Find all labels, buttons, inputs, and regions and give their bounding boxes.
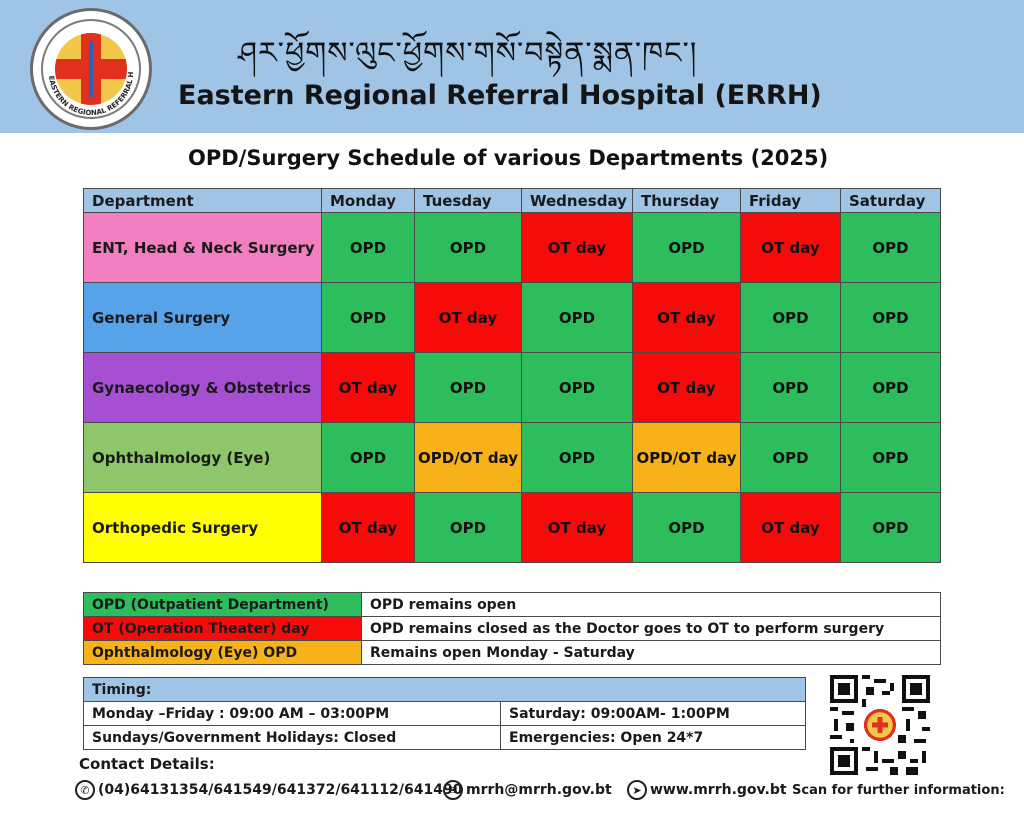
schedule-body: ENT, Head & Neck Surgery OPD OPD OT day OPD O… xyxy=(83,212,941,563)
schedule-table: Department Monday Tuesday Wednesday Thur… xyxy=(83,188,941,563)
schedule-cell: OPD xyxy=(632,492,741,563)
hospital-logo: EASTERN REGIONAL REFERRAL HOSPITAL xyxy=(30,8,152,130)
schedule-cell: OT day xyxy=(740,492,841,563)
contact-email[interactable]: ✉ mrrh@mrrh.gov.bt xyxy=(443,780,612,800)
timing-header: Timing: xyxy=(83,677,806,702)
schedule-cell: OPD xyxy=(414,492,522,563)
schedule-cell: OPD xyxy=(521,282,633,353)
schedule-row: ENT, Head & Neck Surgery OPD OPD OT day OPD O… xyxy=(83,212,941,283)
department-name: Ophthalmology (Eye) xyxy=(83,422,322,493)
contact-website[interactable]: ➤ www.mrrh.gov.bt xyxy=(627,780,787,800)
tibetan-title: ཤར་ཕྱོགས་ལུང་ཕྱོགས་གསོ་བསྟེན་སྨན་ཁང་། xyxy=(238,36,698,71)
schedule-cell: OPD xyxy=(840,282,941,353)
col-saturday: Saturday xyxy=(840,188,941,213)
email-address[interactable]: mrrh@mrrh.gov.bt xyxy=(466,782,612,798)
col-monday: Monday xyxy=(321,188,415,213)
logo-arc-text: EASTERN REGIONAL REFERRAL HOSPITAL xyxy=(33,11,135,117)
schedule-cell: OT day xyxy=(321,492,415,563)
scan-caption: Scan for further information: xyxy=(792,783,1005,798)
col-department: Department xyxy=(83,188,322,213)
legend-row: OPD (Outpatient Department) OPD remains o… xyxy=(83,592,941,617)
contact-title: Contact Details: xyxy=(79,755,215,773)
department-name: Gynaecology & Obstetrics xyxy=(83,352,322,423)
legend-description: OPD remains closed as the Doctor goes to… xyxy=(361,616,941,641)
legend-description: Remains open Monday - Saturday xyxy=(361,640,941,665)
legend-key: OPD (Outpatient Department) xyxy=(83,592,362,617)
timing-saturday: Saturday: 09:00AM- 1:00PM xyxy=(500,701,806,726)
legend-row: OT (Operation Theater) day OPD remains cl… xyxy=(83,616,941,641)
schedule-title: OPD/Surgery Schedule of various Departme… xyxy=(188,146,829,170)
phone-icon: ✆ xyxy=(75,780,95,800)
schedule-cell: OPD/OT day xyxy=(414,422,522,493)
legend-description: OPD remains open xyxy=(361,592,941,617)
schedule-cell: OT day xyxy=(521,212,633,283)
schedule-cell: OPD xyxy=(521,352,633,423)
schedule-cell: OPD xyxy=(840,492,941,563)
col-thursday: Thursday xyxy=(632,188,741,213)
schedule-cell: OT day xyxy=(414,282,522,353)
department-name: Orthopedic Surgery xyxy=(83,492,322,563)
schedule-cell: OT day xyxy=(740,212,841,283)
legend-key: Ophthalmology (Eye) OPD xyxy=(83,640,362,665)
schedule-cell: OPD xyxy=(414,212,522,283)
timing-closed: Sundays/Government Holidays: Closed xyxy=(83,725,501,750)
schedule-cell: OT day xyxy=(632,352,741,423)
schedule-cell: OPD xyxy=(414,352,522,423)
schedule-cell: OPD xyxy=(521,422,633,493)
col-tuesday: Tuesday xyxy=(414,188,522,213)
schedule-row: Orthopedic Surgery OT day OPD OT day OPD OT d… xyxy=(83,492,941,563)
website-link[interactable]: www.mrrh.gov.bt xyxy=(650,782,787,798)
schedule-header-row: Department Monday Tuesday Wednesday Thur… xyxy=(83,188,941,213)
qr-code xyxy=(830,675,930,775)
caduceus-icon xyxy=(89,41,93,97)
schedule-cell: OT day xyxy=(321,352,415,423)
schedule-cell: OPD xyxy=(321,212,415,283)
schedule-cell: OPD/OT day xyxy=(632,422,741,493)
timing-table: Timing: Monday –Friday : 09:00 AM – 03:0… xyxy=(83,677,806,750)
col-friday: Friday xyxy=(740,188,841,213)
schedule-cell: OPD xyxy=(740,282,841,353)
schedule-cell: OPD xyxy=(321,282,415,353)
legend-table: OPD (Outpatient Department) OPD remains o… xyxy=(83,592,941,665)
schedule-cell: OPD xyxy=(840,352,941,423)
logo-emblem xyxy=(55,33,127,105)
contact-phone: ✆ (04)64131354/641549/641372/641112/6414… xyxy=(75,780,462,800)
department-name: ENT, Head & Neck Surgery xyxy=(83,212,322,283)
email-icon: ✉ xyxy=(443,780,463,800)
department-name: General Surgery xyxy=(83,282,322,353)
schedule-cell: OPD xyxy=(840,422,941,493)
schedule-row: Gynaecology & Obstetrics OT day OPD OPD OT d… xyxy=(83,352,941,423)
phone-numbers: (04)64131354/641549/641372/641112/641490 xyxy=(98,782,463,798)
legend-key: OT (Operation Theater) day xyxy=(83,616,362,641)
schedule-cell: OT day xyxy=(632,282,741,353)
header-band: EASTERN REGIONAL REFERRAL HOSPITAL ཤར་ཕྱ… xyxy=(0,0,1024,133)
schedule-cell: OPD xyxy=(740,422,841,493)
schedule-cell: OPD xyxy=(632,212,741,283)
schedule-row: Ophthalmology (Eye) OPD OPD/OT day OPD OPD/O… xyxy=(83,422,941,493)
schedule-cell: OPD xyxy=(321,422,415,493)
cursor-icon: ➤ xyxy=(627,780,647,800)
timing-emergency: Emergencies: Open 24*7 xyxy=(500,725,806,750)
schedule-cell: OPD xyxy=(840,212,941,283)
schedule-cell: OPD xyxy=(740,352,841,423)
legend-row: Ophthalmology (Eye) OPD Remains open Mond… xyxy=(83,640,941,665)
timing-weekday: Monday –Friday : 09:00 AM – 03:00PM xyxy=(83,701,501,726)
hospital-name: Eastern Regional Referral Hospital (ERRH… xyxy=(178,80,822,111)
svg-text:EASTERN REGIONAL REFERRAL HOSP: EASTERN REGIONAL REFERRAL HOSPITAL xyxy=(33,11,135,117)
schedule-cell: OT day xyxy=(521,492,633,563)
col-wednesday: Wednesday xyxy=(521,188,633,213)
schedule-row: General Surgery OPD OT day OPD OT day OPD OPD xyxy=(83,282,941,353)
